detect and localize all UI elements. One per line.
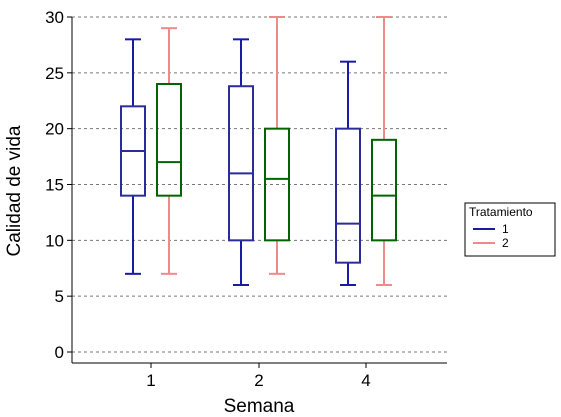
y-axis-ticks: 0 5 10 15 20 25 30 [45, 8, 72, 362]
y-tick-label-25: 25 [45, 64, 64, 83]
iqr-box [156, 83, 182, 197]
legend-title: Tratamiento [469, 205, 533, 219]
x-tick-label-2: 2 [254, 371, 263, 390]
iqr-box [335, 127, 361, 264]
legend-label-1: 1 [502, 222, 509, 236]
x-tick-label-1: 1 [146, 371, 155, 390]
y-tick-label-0: 0 [55, 343, 64, 362]
box-series-1-week-1 [120, 38, 146, 275]
box-series-1-week-2 [228, 38, 254, 286]
y-tick-label-15: 15 [45, 176, 64, 195]
y-tick-label-30: 30 [45, 8, 64, 27]
legend: Tratamiento 1 2 [464, 202, 556, 257]
box-series-2-week-2 [264, 16, 290, 275]
gridlines [72, 16, 447, 353]
legend-label-2: 2 [502, 236, 509, 250]
y-axis-title: Calidad de vida [4, 125, 25, 256]
x-axis-ticks: 1 2 4 [146, 363, 371, 390]
box-series-2-week-1 [156, 27, 182, 275]
box-series-1-week-4 [335, 60, 361, 286]
box-series-2-week-4 [371, 16, 397, 286]
iqr-box [228, 85, 254, 242]
x-tick-label-4: 4 [361, 371, 370, 390]
iqr-box [371, 138, 397, 242]
y-tick-label-20: 20 [45, 120, 64, 139]
iqr-box [264, 127, 290, 242]
y-tick-label-5: 5 [55, 287, 64, 306]
boxes [120, 16, 397, 286]
y-tick-label-10: 10 [45, 231, 64, 250]
x-axis-title: Semana [224, 396, 295, 417]
